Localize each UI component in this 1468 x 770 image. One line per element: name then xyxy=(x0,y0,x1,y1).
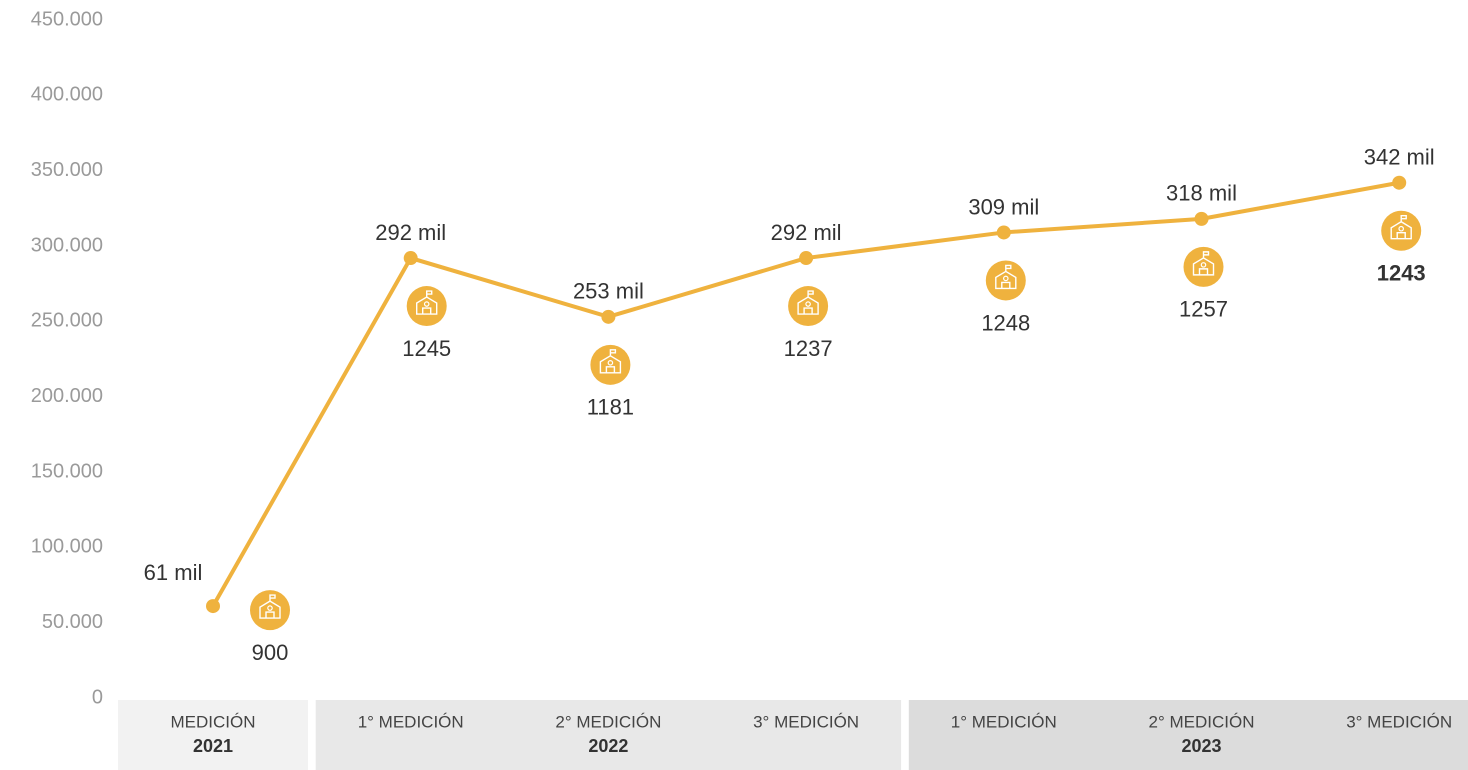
x-tick-label: 1° MEDICIÓN xyxy=(358,712,464,731)
x-tick-label: 3° MEDICIÓN xyxy=(1346,712,1452,731)
x-tick-label: 2° MEDICIÓN xyxy=(1149,712,1255,731)
icon-school xyxy=(259,594,281,619)
school-icon xyxy=(788,286,829,327)
data-label: 61 mil xyxy=(144,560,203,585)
data-label: 342 mil xyxy=(1364,145,1435,170)
school-count: 1257 xyxy=(1179,297,1228,322)
point xyxy=(1194,211,1209,226)
school-icon xyxy=(1381,210,1422,251)
line xyxy=(211,180,1400,608)
point xyxy=(601,309,616,324)
icon-school xyxy=(995,264,1017,290)
school-count: 900 xyxy=(252,640,289,665)
school-icon xyxy=(406,286,447,327)
y-tick-label: 250.000 xyxy=(31,310,103,332)
icon-dot xyxy=(423,301,430,307)
group-band xyxy=(315,700,902,770)
icon-dot xyxy=(1200,262,1207,268)
y-tick-label: 200.000 xyxy=(31,385,103,407)
school-icon xyxy=(985,260,1026,301)
school-count: 1181 xyxy=(587,395,634,420)
school-count: 1237 xyxy=(784,336,833,361)
icon-school xyxy=(1390,215,1412,240)
point xyxy=(799,251,814,266)
y-tick-label: 0 xyxy=(92,686,103,708)
group-label: 2023 xyxy=(1181,736,1221,756)
group-label: 2021 xyxy=(193,736,233,756)
icon-dot xyxy=(607,360,614,366)
data-label: 309 mil xyxy=(968,194,1039,219)
group-label: 2022 xyxy=(588,736,628,756)
school-icon xyxy=(1183,246,1224,287)
y-tick-label: 300.000 xyxy=(31,234,103,256)
x-tick-label: MEDICIÓN xyxy=(171,712,256,731)
school-icon xyxy=(590,344,631,385)
school-count: 1243 xyxy=(1377,261,1426,286)
icon-school xyxy=(416,290,438,315)
icon-dot xyxy=(1398,225,1404,232)
school-count: 1245 xyxy=(402,336,451,361)
x-tick-label: 1° MEDICIÓN xyxy=(951,712,1057,731)
y-tick-label: 350.000 xyxy=(31,159,103,181)
x-tick-label: 3° MEDICIÓN xyxy=(753,712,859,731)
icon-school xyxy=(797,290,819,315)
icon-school xyxy=(1192,251,1215,276)
point xyxy=(996,225,1011,240)
y-tick-label: 50.000 xyxy=(42,611,103,633)
icon-dot xyxy=(267,605,273,611)
school-count: 1248 xyxy=(981,310,1030,335)
school-icon xyxy=(250,590,290,631)
data-label: 253 mil xyxy=(573,279,644,304)
group-band xyxy=(908,700,1468,770)
y-tick-label: 400.000 xyxy=(31,84,103,106)
y-tick-label: 450.000 xyxy=(31,8,103,30)
group-band xyxy=(118,700,308,770)
icon-school xyxy=(599,349,622,374)
y-tick-label: 100.000 xyxy=(31,536,103,558)
data-label: 292 mil xyxy=(771,220,842,245)
icon-dot xyxy=(805,301,811,307)
data-label: 318 mil xyxy=(1166,181,1237,206)
icon-dot xyxy=(1002,275,1009,282)
y-tick-label: 150.000 xyxy=(31,460,103,482)
x-tick-label: 2° MEDICIÓN xyxy=(555,712,661,731)
point xyxy=(1392,175,1407,190)
point xyxy=(206,599,220,614)
point xyxy=(403,251,418,266)
data-label: 292 mil xyxy=(375,220,446,245)
